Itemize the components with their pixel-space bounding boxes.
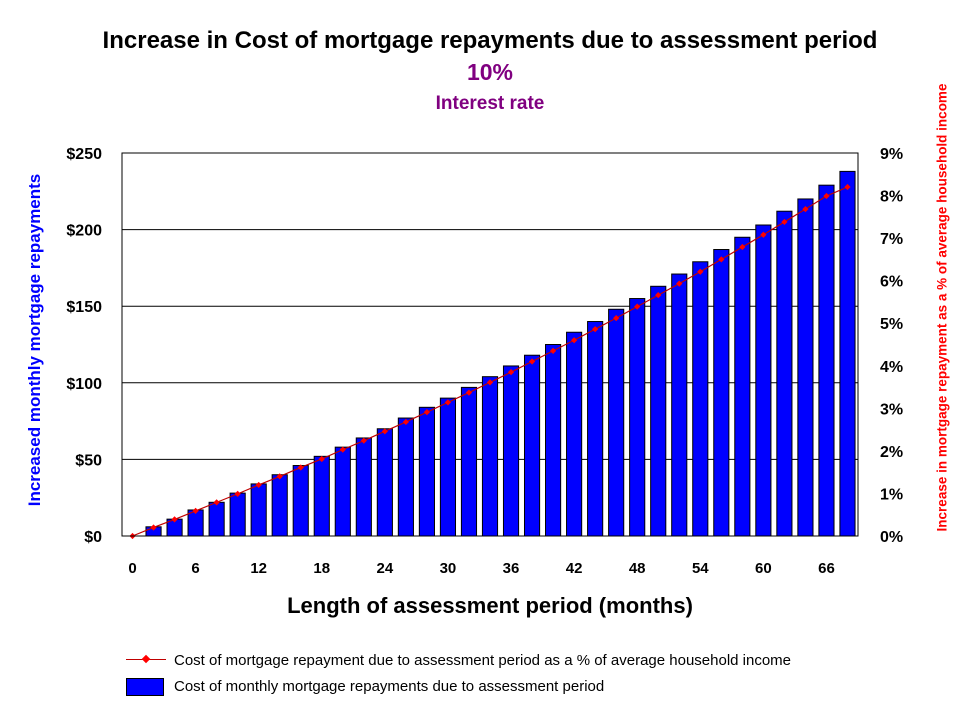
chart-subtitle-value: 10% xyxy=(466,59,514,85)
bar xyxy=(713,249,730,537)
y-right-tick-label: 0% xyxy=(880,529,903,546)
x-tick-label: 6 xyxy=(191,560,199,577)
y-left-tick-label: $0 xyxy=(84,529,102,546)
x-axis-label: Length of assessment period (months) xyxy=(287,593,693,618)
bar xyxy=(250,483,267,537)
y-right-tick-label: 5% xyxy=(880,316,903,333)
line-point xyxy=(297,464,304,471)
bar xyxy=(650,285,667,537)
line-point xyxy=(592,326,599,333)
bar xyxy=(692,261,709,537)
legend-label-line: Cost of mortgage repayment due to assess… xyxy=(174,652,792,669)
x-tick-label: 42 xyxy=(566,560,583,577)
bar xyxy=(818,184,835,537)
x-tick-label: 54 xyxy=(692,560,709,577)
bar xyxy=(418,406,435,537)
x-tick-label: 0 xyxy=(128,560,136,577)
line-point xyxy=(318,455,325,463)
x-tick-label: 12 xyxy=(250,560,267,577)
bar xyxy=(608,308,625,537)
y-left-tick-label: $250 xyxy=(66,146,102,163)
bar xyxy=(755,224,772,537)
bar xyxy=(334,446,351,537)
x-tick-label: 36 xyxy=(503,560,520,577)
bar xyxy=(376,428,393,537)
line-point xyxy=(339,446,346,453)
y-right-tick-label: 2% xyxy=(880,444,903,461)
y-right-tick-label: 9% xyxy=(880,146,903,163)
bar xyxy=(460,386,478,537)
line-point xyxy=(528,358,536,365)
line-point xyxy=(465,389,473,396)
bar xyxy=(797,198,814,537)
bar xyxy=(545,344,562,537)
bar xyxy=(439,397,457,537)
y-right-tick-label: 1% xyxy=(880,486,903,503)
line-point xyxy=(634,303,641,310)
line-point xyxy=(234,490,241,497)
bar xyxy=(523,354,541,537)
bar xyxy=(587,321,604,537)
bar xyxy=(671,273,688,537)
bar xyxy=(776,210,793,537)
line-point xyxy=(718,256,725,263)
bar xyxy=(397,417,414,537)
legend-label-bar: Cost of monthly mortgage repayments due … xyxy=(174,678,605,695)
legend-bar-swatch xyxy=(126,678,164,696)
x-tick-label: 48 xyxy=(629,560,646,577)
line-point xyxy=(423,409,431,416)
y-axis-left-label: Increased monthly mortgage repayments xyxy=(25,173,44,507)
x-tick-label: 18 xyxy=(313,560,330,577)
y-left-tick-label: $100 xyxy=(66,376,102,393)
line-point xyxy=(276,473,283,480)
x-tick-label: 66 xyxy=(818,560,835,577)
bar xyxy=(566,331,583,537)
bar xyxy=(839,170,856,537)
line-point xyxy=(486,379,494,386)
bar xyxy=(629,298,646,537)
chart-title: Increase in Cost of mortgage repayments … xyxy=(102,27,878,54)
y-left-tick-label: $50 xyxy=(75,452,102,469)
y-right-tick-label: 4% xyxy=(880,359,903,376)
y-right-tick-label: 3% xyxy=(880,401,903,418)
line-point xyxy=(402,418,409,426)
bar xyxy=(292,465,309,537)
x-tick-label: 30 xyxy=(440,560,457,577)
y-right-tick-label: 7% xyxy=(880,231,903,248)
chart-subtitle-label: Interest rate xyxy=(435,93,545,114)
bar xyxy=(229,492,246,537)
bar xyxy=(313,455,330,537)
bar xyxy=(502,365,520,537)
line-point xyxy=(444,399,452,406)
bar xyxy=(271,474,288,537)
y-left-tick-label: $200 xyxy=(66,223,102,240)
y-left-tick-label: $150 xyxy=(66,299,102,316)
bar xyxy=(481,376,499,537)
plot-area-border xyxy=(121,152,859,537)
line-point xyxy=(255,481,262,489)
line-point xyxy=(150,524,157,531)
bar xyxy=(734,236,751,537)
line-point xyxy=(360,437,367,444)
x-tick-label: 24 xyxy=(377,560,394,577)
x-tick-label: 60 xyxy=(755,560,772,577)
bar xyxy=(355,437,372,537)
y-axis-right-label: Increase in mortgage repayment as a % of… xyxy=(934,83,950,532)
line-point xyxy=(381,428,388,435)
bar xyxy=(208,501,225,537)
y-right-tick-label: 8% xyxy=(880,189,903,206)
y-right-tick-label: 6% xyxy=(880,274,903,291)
